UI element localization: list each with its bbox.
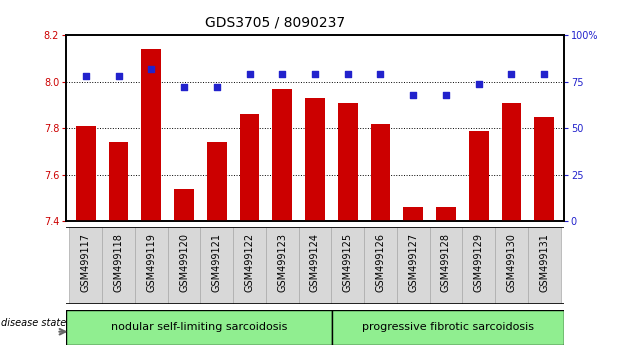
Text: GSM499119: GSM499119 — [146, 233, 156, 292]
Bar — [69, 227, 102, 304]
Bar — [207, 142, 227, 354]
Bar — [135, 227, 168, 304]
Text: GSM499126: GSM499126 — [375, 233, 386, 292]
Bar — [469, 131, 488, 354]
Text: GSM499117: GSM499117 — [81, 233, 91, 292]
Bar — [495, 227, 528, 304]
Text: GSM499130: GSM499130 — [507, 233, 517, 292]
Point — [507, 72, 517, 77]
Bar — [200, 227, 233, 304]
Bar — [430, 227, 462, 304]
Text: GSM499121: GSM499121 — [212, 233, 222, 292]
Point — [408, 92, 418, 98]
Bar — [266, 227, 299, 304]
Bar — [331, 227, 364, 304]
Bar — [109, 142, 129, 354]
Text: GSM499125: GSM499125 — [343, 233, 353, 292]
Bar — [397, 227, 430, 304]
Point — [474, 81, 484, 87]
Text: GSM499120: GSM499120 — [179, 233, 189, 292]
Point — [375, 72, 386, 77]
Point — [179, 85, 189, 90]
Bar — [501, 103, 521, 354]
Bar — [76, 126, 96, 354]
Bar — [299, 227, 331, 304]
Bar — [305, 98, 325, 354]
Point — [212, 85, 222, 90]
Bar — [239, 114, 260, 354]
Bar — [168, 227, 200, 304]
Text: GSM499122: GSM499122 — [244, 233, 255, 292]
Text: GSM499127: GSM499127 — [408, 233, 418, 292]
Bar — [462, 227, 495, 304]
Bar — [102, 227, 135, 304]
Bar — [534, 117, 554, 354]
Point — [277, 72, 287, 77]
Bar — [272, 89, 292, 354]
Bar — [436, 207, 455, 354]
Text: nodular self-limiting sarcoidosis: nodular self-limiting sarcoidosis — [111, 322, 287, 332]
Bar — [175, 189, 194, 354]
Text: GSM499131: GSM499131 — [539, 233, 549, 292]
Text: GSM499123: GSM499123 — [277, 233, 287, 292]
Point — [81, 73, 91, 79]
Bar — [364, 227, 397, 304]
Text: progressive fibrotic sarcoidosis: progressive fibrotic sarcoidosis — [362, 322, 534, 332]
Text: GSM499129: GSM499129 — [474, 233, 484, 292]
Point — [146, 66, 156, 72]
Text: GSM499118: GSM499118 — [113, 233, 123, 292]
Point — [310, 72, 320, 77]
Point — [441, 92, 451, 98]
Bar — [370, 124, 391, 354]
Bar — [331, 310, 564, 345]
Title: GDS3705 / 8090237: GDS3705 / 8090237 — [205, 15, 345, 29]
Bar — [142, 49, 161, 354]
Bar — [403, 207, 423, 354]
Point — [244, 72, 255, 77]
Bar — [233, 227, 266, 304]
Text: GSM499128: GSM499128 — [441, 233, 451, 292]
Point — [343, 72, 353, 77]
Bar — [338, 103, 358, 354]
Point — [539, 72, 549, 77]
Bar — [66, 310, 331, 345]
Bar — [528, 227, 561, 304]
Text: disease state: disease state — [1, 318, 67, 328]
Text: GSM499124: GSM499124 — [310, 233, 320, 292]
Point — [113, 73, 123, 79]
